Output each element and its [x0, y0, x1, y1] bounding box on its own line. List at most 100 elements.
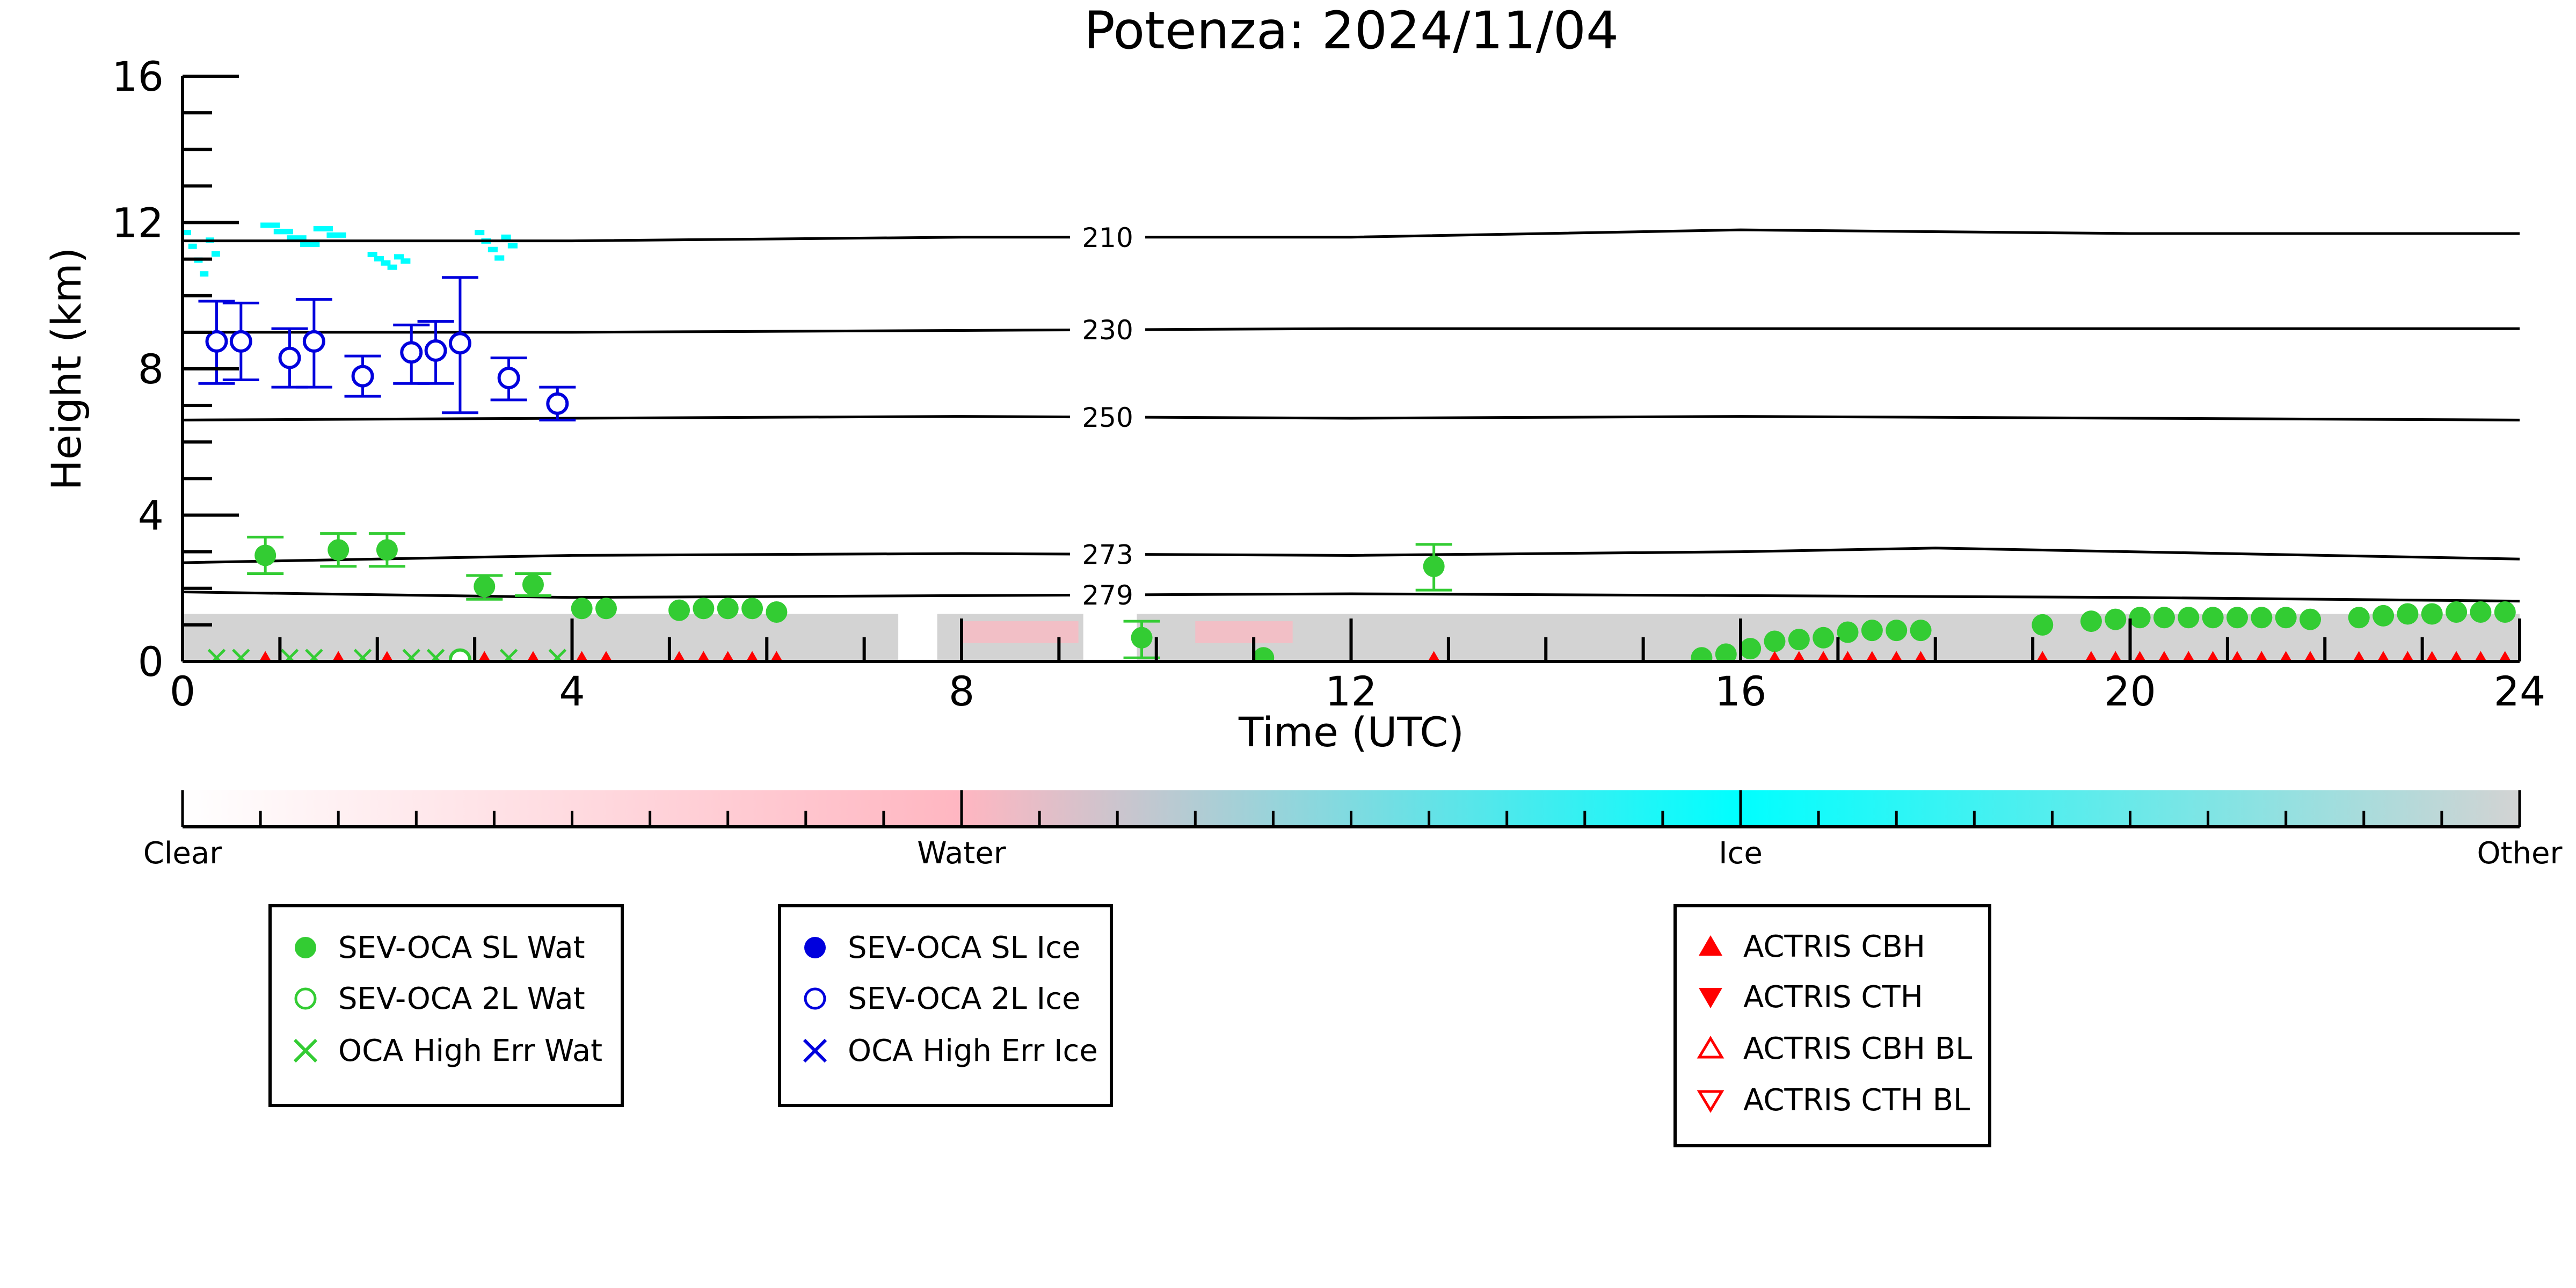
- data-point: [697, 651, 710, 661]
- data-point: [1691, 647, 1713, 661]
- data-point: [746, 651, 759, 661]
- data-point: [280, 649, 299, 661]
- data-point: [232, 649, 250, 661]
- data-point: [2494, 601, 2516, 623]
- isotherm-label: 273: [1082, 539, 1133, 570]
- legend-actris: ACTRIS CBH ACTRIS CTH ACTRIS CBH BL ACTR…: [1673, 904, 1991, 1147]
- data-point: [2446, 601, 2468, 623]
- isotherm-label: 230: [1082, 315, 1133, 346]
- cloud-mask-ice: [326, 232, 346, 238]
- data-point: [332, 651, 345, 661]
- data-point: [722, 651, 734, 661]
- data-point: [766, 601, 788, 623]
- legend-item: ACTRIS CTH BL: [1692, 1076, 1970, 1124]
- data-point: [2373, 605, 2395, 627]
- data-point: [1915, 651, 1927, 661]
- colorbar-label: Ice: [1719, 836, 1763, 871]
- legend-item-label: OCA High Err Wat: [338, 1033, 603, 1068]
- colorbar-label: Other: [2477, 836, 2563, 871]
- data-point: [424, 339, 447, 362]
- triangle-down-icon: [1699, 988, 1722, 1008]
- data-point: [2158, 651, 2171, 661]
- data-point: [478, 651, 491, 661]
- data-point: [1740, 638, 1762, 660]
- data-point: [2231, 651, 2244, 661]
- cloud-mask-ice: [367, 252, 377, 257]
- data-markers: [198, 276, 2516, 661]
- data-point: [259, 651, 272, 661]
- data-point: [305, 649, 323, 661]
- cloud-mask-ice: [188, 243, 197, 249]
- colorbar: Clear Water Ice Other: [143, 790, 2563, 871]
- open-circle-icon: [294, 987, 317, 1010]
- triangle-up-icon: [1699, 935, 1722, 956]
- axes: 0 4 8 12 16 20 24 0 4 8 12 16: [112, 53, 2545, 715]
- data-point: [693, 598, 715, 620]
- y-tick-label: 16: [112, 53, 164, 100]
- data-point: [2402, 651, 2414, 661]
- data-point: [668, 599, 690, 621]
- filled-circle-icon: [804, 937, 826, 958]
- data-point: [2202, 607, 2224, 629]
- isotherm-label: 279: [1082, 580, 1133, 611]
- cloud-mask-water: [962, 621, 1079, 643]
- data-point: [2178, 607, 2200, 629]
- isotherm-line: [182, 591, 2520, 603]
- data-point: [1842, 651, 1854, 661]
- data-point: [351, 365, 374, 388]
- legend-item: OCA High Err Ice: [796, 1027, 1098, 1075]
- cloud-mask-ice: [381, 260, 391, 266]
- y-tick-label: 8: [138, 345, 164, 393]
- isotherm-line: [182, 547, 2520, 564]
- legend-item-label: SEV-OCA 2L Wat: [338, 981, 585, 1016]
- colorbar-label: Clear: [143, 836, 222, 871]
- data-point: [2470, 601, 2492, 623]
- x-tick-label: 4: [559, 667, 585, 715]
- x-tick-label: 8: [949, 667, 974, 715]
- cloud-mask-ice: [300, 242, 320, 248]
- chart-title: Potenza: 2024/11/04: [1084, 1, 1619, 61]
- y-tick-label: 0: [138, 638, 164, 686]
- data-point: [402, 649, 420, 661]
- data-point: [376, 539, 398, 561]
- data-point: [2304, 651, 2317, 661]
- data-point: [2397, 603, 2419, 625]
- y-tick-label: 12: [112, 199, 164, 247]
- data-point: [2280, 651, 2293, 661]
- data-point: [1861, 620, 1883, 642]
- cloud-mask-ice: [200, 271, 209, 277]
- data-point: [2080, 610, 2102, 632]
- x-tick-label: 24: [2494, 667, 2546, 715]
- isotherms: 210 230 250 273 279: [182, 221, 2520, 612]
- data-point: [497, 367, 520, 390]
- cloud-mask-ice: [183, 230, 191, 236]
- data-point: [576, 651, 588, 661]
- filled-circle-icon: [295, 937, 316, 958]
- data-point: [522, 573, 544, 595]
- cloud-mask-ice: [487, 246, 498, 252]
- data-point: [1131, 627, 1153, 649]
- open-triangle-down-icon: [1697, 1090, 1724, 1113]
- legend-item: ACTRIS CBH BL: [1692, 1024, 1972, 1073]
- data-point: [474, 576, 496, 598]
- y-axis-label: Height (km): [42, 248, 90, 491]
- data-point: [770, 651, 783, 661]
- data-point: [1837, 621, 1859, 643]
- data-point: [717, 598, 739, 620]
- x-marker-icon: [803, 1038, 827, 1063]
- data-point: [2426, 651, 2439, 661]
- data-point: [2032, 614, 2054, 636]
- legend-item-label: ACTRIS CBH BL: [1743, 1031, 1973, 1066]
- x-axis-label: Time (UTC): [1238, 708, 1464, 756]
- data-point: [328, 539, 350, 561]
- data-point: [1910, 620, 1932, 642]
- data-point: [302, 330, 325, 353]
- legend-item: SEV-OCA SL Wat: [287, 923, 585, 972]
- data-point: [1886, 620, 1908, 642]
- data-point: [2036, 651, 2049, 661]
- data-point: [2109, 651, 2122, 661]
- data-point: [1423, 555, 1445, 577]
- data-point: [278, 346, 301, 369]
- data-point: [2182, 651, 2195, 661]
- isotherm-line: [182, 415, 2520, 421]
